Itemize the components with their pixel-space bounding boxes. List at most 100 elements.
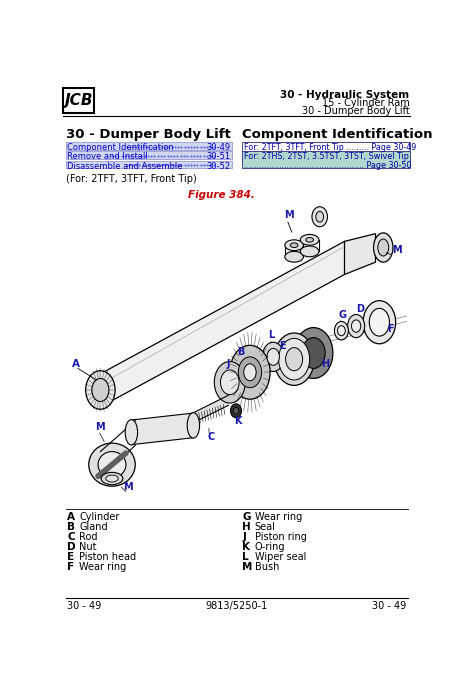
Text: Figure 384.: Figure 384. [188,190,255,200]
Text: F: F [67,562,74,571]
Text: B: B [237,347,245,356]
Ellipse shape [238,357,261,388]
FancyBboxPatch shape [63,88,94,113]
Ellipse shape [220,370,239,395]
Text: L: L [268,330,275,340]
Text: 30 - 49: 30 - 49 [372,601,407,611]
Text: 30-51: 30-51 [207,152,231,161]
Text: L: L [242,552,249,562]
Text: J: J [242,532,246,541]
Text: H: H [242,521,251,532]
Text: Wiper seal: Wiper seal [255,552,306,562]
Ellipse shape [244,364,256,381]
Text: D: D [67,541,76,552]
Ellipse shape [187,413,200,438]
Polygon shape [100,242,345,407]
Ellipse shape [285,251,304,262]
Text: 9813/5250-1: 9813/5250-1 [206,601,268,611]
Text: J: J [227,359,230,369]
Text: K: K [234,416,242,426]
Ellipse shape [302,338,325,368]
Text: B: B [67,521,75,532]
Ellipse shape [352,320,361,332]
Ellipse shape [369,308,389,336]
Text: 15 - Cylinder Ram: 15 - Cylinder Ram [322,98,410,108]
Ellipse shape [106,475,118,482]
Text: Disassemble and Assemble: Disassemble and Assemble [67,161,182,171]
FancyBboxPatch shape [242,142,410,150]
Text: E: E [67,552,74,562]
Text: (For: 2TFT, 3TFT, Front Tip): (For: 2TFT, 3TFT, Front Tip) [66,175,196,184]
Ellipse shape [378,239,389,256]
Text: Gland: Gland [79,521,108,532]
Ellipse shape [290,243,298,248]
Ellipse shape [300,246,319,257]
Text: 30-49: 30-49 [207,143,231,152]
Ellipse shape [316,212,323,222]
Ellipse shape [98,452,126,477]
Ellipse shape [92,379,109,402]
Ellipse shape [300,235,319,245]
Text: A: A [72,359,80,369]
Text: G: G [338,310,346,320]
Ellipse shape [347,315,365,338]
Ellipse shape [233,407,239,414]
Text: C: C [207,432,214,442]
Text: 30 - Dumper Body Lift: 30 - Dumper Body Lift [66,128,231,141]
Text: 30-52: 30-52 [207,161,231,171]
Ellipse shape [285,240,304,251]
Ellipse shape [214,361,245,403]
Ellipse shape [125,420,138,445]
Ellipse shape [286,347,303,371]
Text: M: M [242,562,253,571]
Text: O-ring: O-ring [255,541,285,552]
Text: ................................................ Page 30-50: ........................................… [244,161,411,170]
Text: Wear ring: Wear ring [255,512,302,521]
Text: Nut: Nut [79,541,97,552]
Ellipse shape [274,333,314,386]
Text: Bush: Bush [255,562,279,571]
FancyBboxPatch shape [242,151,410,168]
FancyBboxPatch shape [66,142,232,150]
Polygon shape [189,395,228,425]
Text: C: C [67,532,75,541]
Text: Rod: Rod [79,532,98,541]
Text: For: 2TFT, 3TFT, Front Tip ......... Page 30-49: For: 2TFT, 3TFT, Front Tip ......... Pag… [244,143,416,152]
Text: E: E [279,341,285,351]
Ellipse shape [101,473,123,484]
Text: A: A [67,512,75,521]
Ellipse shape [306,237,314,242]
FancyBboxPatch shape [66,161,232,168]
Text: D: D [356,304,364,314]
Text: For: 2THS, 2TST, 3.5TST, 3TST, Swivel Tip: For: 2THS, 2TST, 3.5TST, 3TST, Swivel Ti… [244,152,408,161]
Text: 30 - Hydraulic System: 30 - Hydraulic System [280,90,410,100]
Text: H: H [321,359,329,369]
Ellipse shape [374,233,393,262]
Text: JCB: JCB [64,93,93,108]
Polygon shape [131,413,194,445]
Ellipse shape [338,326,345,335]
Text: M: M [123,482,133,492]
Ellipse shape [267,349,280,365]
Text: Piston head: Piston head [79,552,137,562]
Text: Remove and Install: Remove and Install [67,152,148,161]
Text: M: M [284,210,294,220]
FancyBboxPatch shape [66,151,232,159]
Text: 30 - Dumper Body Lift: 30 - Dumper Body Lift [302,106,410,116]
Text: Wear ring: Wear ring [79,562,127,571]
Polygon shape [345,234,376,274]
Text: K: K [242,541,250,552]
Ellipse shape [231,404,242,418]
Ellipse shape [363,301,395,344]
Ellipse shape [89,443,135,487]
Ellipse shape [334,322,348,340]
Text: Cylinder: Cylinder [79,512,120,521]
Ellipse shape [294,328,333,379]
Ellipse shape [85,371,115,409]
Ellipse shape [262,342,284,372]
Text: Seal: Seal [255,521,275,532]
Text: Component Identification: Component Identification [242,128,433,141]
Text: M: M [95,422,104,432]
Ellipse shape [312,207,328,227]
Text: Component Identification: Component Identification [67,143,174,152]
